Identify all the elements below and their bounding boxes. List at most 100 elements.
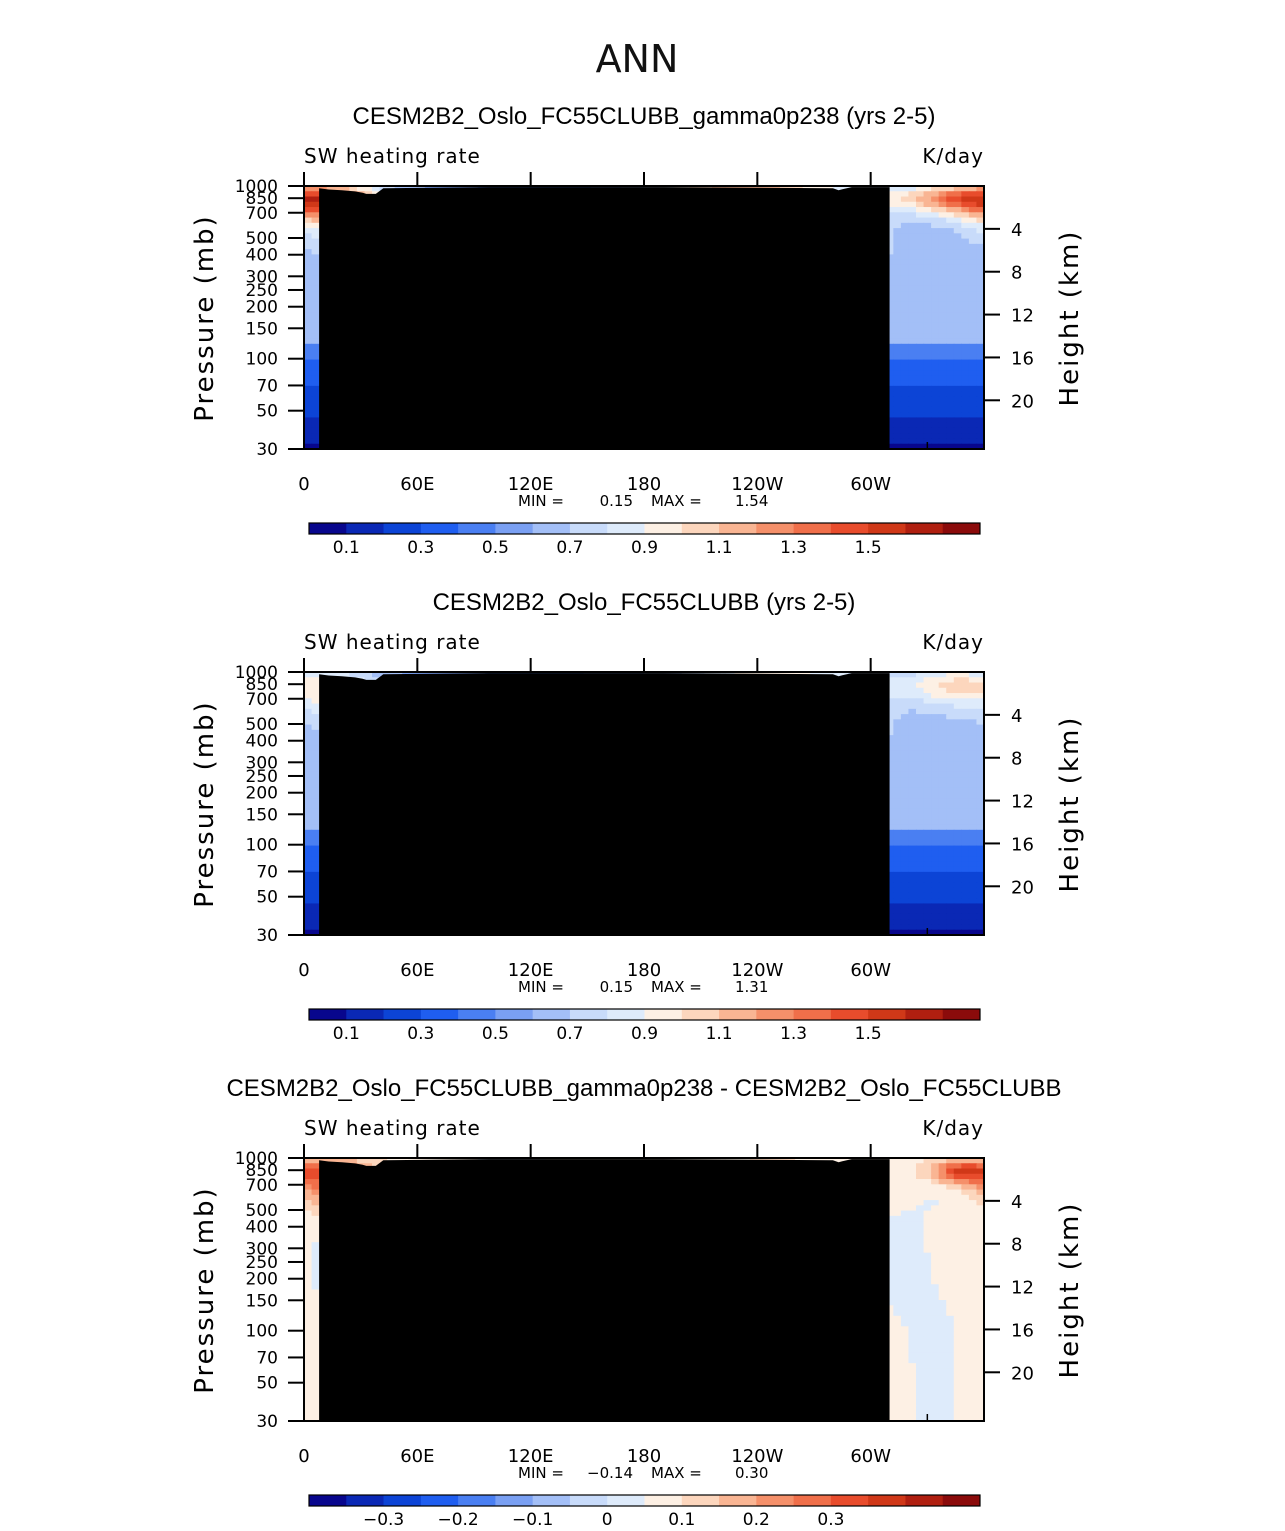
field-cell bbox=[304, 207, 313, 213]
field-cell bbox=[916, 228, 925, 234]
field-cell bbox=[304, 196, 313, 203]
field-cell bbox=[893, 682, 902, 689]
field-cell bbox=[946, 291, 955, 298]
field-cell bbox=[304, 687, 313, 694]
field-cell bbox=[304, 677, 313, 684]
field-cell bbox=[931, 296, 940, 303]
field-cell bbox=[885, 412, 894, 419]
field-cell bbox=[938, 375, 947, 382]
field-cell bbox=[931, 385, 940, 392]
field-cell bbox=[938, 196, 947, 203]
field-cell bbox=[961, 328, 970, 334]
field-cell bbox=[931, 291, 940, 298]
field-cell bbox=[976, 401, 985, 408]
field-cell bbox=[311, 191, 320, 198]
field-cell bbox=[938, 201, 947, 208]
field-cell bbox=[885, 285, 894, 292]
field-cell bbox=[923, 433, 932, 440]
field-cell bbox=[885, 417, 894, 424]
field-cell bbox=[304, 443, 313, 450]
y-tick-label: 1000 bbox=[235, 177, 278, 197]
field-cell bbox=[923, 354, 932, 361]
field-cell bbox=[946, 682, 955, 689]
field-cell bbox=[961, 333, 970, 340]
field-cell bbox=[908, 391, 917, 397]
field-cell bbox=[976, 285, 985, 292]
field-cell bbox=[968, 264, 978, 271]
field-cell bbox=[908, 338, 917, 345]
field-cell bbox=[938, 222, 947, 229]
field-cell bbox=[968, 359, 978, 366]
field-cell bbox=[334, 186, 343, 192]
field-cell bbox=[931, 228, 940, 234]
field-cell bbox=[908, 238, 917, 245]
field-cell bbox=[900, 317, 910, 324]
field-cell bbox=[304, 228, 313, 234]
field-cell bbox=[908, 296, 917, 303]
field-cell bbox=[961, 280, 970, 287]
field-cell bbox=[885, 406, 894, 413]
field-cell bbox=[953, 306, 962, 313]
field-cell bbox=[953, 427, 962, 434]
field-cell bbox=[938, 259, 947, 266]
field-cell bbox=[341, 672, 350, 678]
field-cell bbox=[953, 186, 962, 192]
field-cell bbox=[931, 422, 940, 429]
field-cell bbox=[961, 438, 970, 445]
colorbar-label: 1.3 bbox=[780, 538, 807, 558]
field-cell bbox=[908, 217, 917, 224]
colorbar-label: 1.1 bbox=[706, 538, 733, 558]
max-value: 1.54 bbox=[735, 492, 768, 510]
field-cell bbox=[976, 191, 985, 198]
field-cell bbox=[968, 222, 978, 229]
field-cell bbox=[961, 301, 970, 308]
field-cell bbox=[946, 275, 955, 282]
field-cell bbox=[968, 201, 978, 208]
field-cell bbox=[931, 687, 940, 694]
field-cell bbox=[304, 438, 313, 445]
field-cell bbox=[908, 280, 917, 287]
field-cell bbox=[953, 196, 962, 203]
field-cell bbox=[893, 380, 902, 387]
field-cell bbox=[923, 422, 932, 429]
field-cell bbox=[900, 422, 910, 429]
field-cell bbox=[931, 280, 940, 287]
y2-tick-label: 4 bbox=[1011, 220, 1022, 241]
field-cell bbox=[916, 201, 925, 208]
field-cell bbox=[304, 682, 313, 689]
field-cell bbox=[908, 677, 917, 684]
field-cell bbox=[311, 207, 320, 213]
field-cell bbox=[931, 349, 940, 355]
field-cell bbox=[923, 275, 932, 282]
field-cell bbox=[976, 264, 985, 271]
field-cell bbox=[885, 322, 894, 329]
field-cell bbox=[311, 359, 320, 366]
field-cell bbox=[976, 249, 985, 255]
field-cell bbox=[938, 207, 947, 213]
field-cell bbox=[304, 693, 313, 699]
field-cell bbox=[916, 349, 925, 355]
field-cell bbox=[916, 306, 925, 313]
field-cell bbox=[885, 222, 894, 229]
field-cell bbox=[953, 259, 962, 266]
field-cell bbox=[885, 682, 894, 689]
field-cell bbox=[953, 228, 962, 234]
field-cell bbox=[976, 322, 985, 329]
field-cell bbox=[961, 672, 970, 678]
field-cell bbox=[938, 285, 947, 292]
field-cell bbox=[885, 207, 894, 213]
field-cell bbox=[961, 191, 970, 198]
colorbar-label: 1.5 bbox=[855, 538, 882, 558]
field-cell bbox=[832, 672, 842, 678]
field-cell bbox=[900, 301, 910, 308]
field-cell bbox=[916, 264, 925, 271]
field-cell bbox=[916, 672, 925, 678]
field-cell bbox=[908, 343, 917, 350]
field-cell bbox=[923, 270, 932, 277]
field-cell bbox=[311, 233, 320, 240]
field-cell bbox=[900, 191, 910, 198]
field-cell bbox=[931, 343, 940, 350]
field-cell bbox=[908, 328, 917, 334]
field-cell bbox=[953, 285, 962, 292]
field-cell bbox=[372, 186, 381, 192]
